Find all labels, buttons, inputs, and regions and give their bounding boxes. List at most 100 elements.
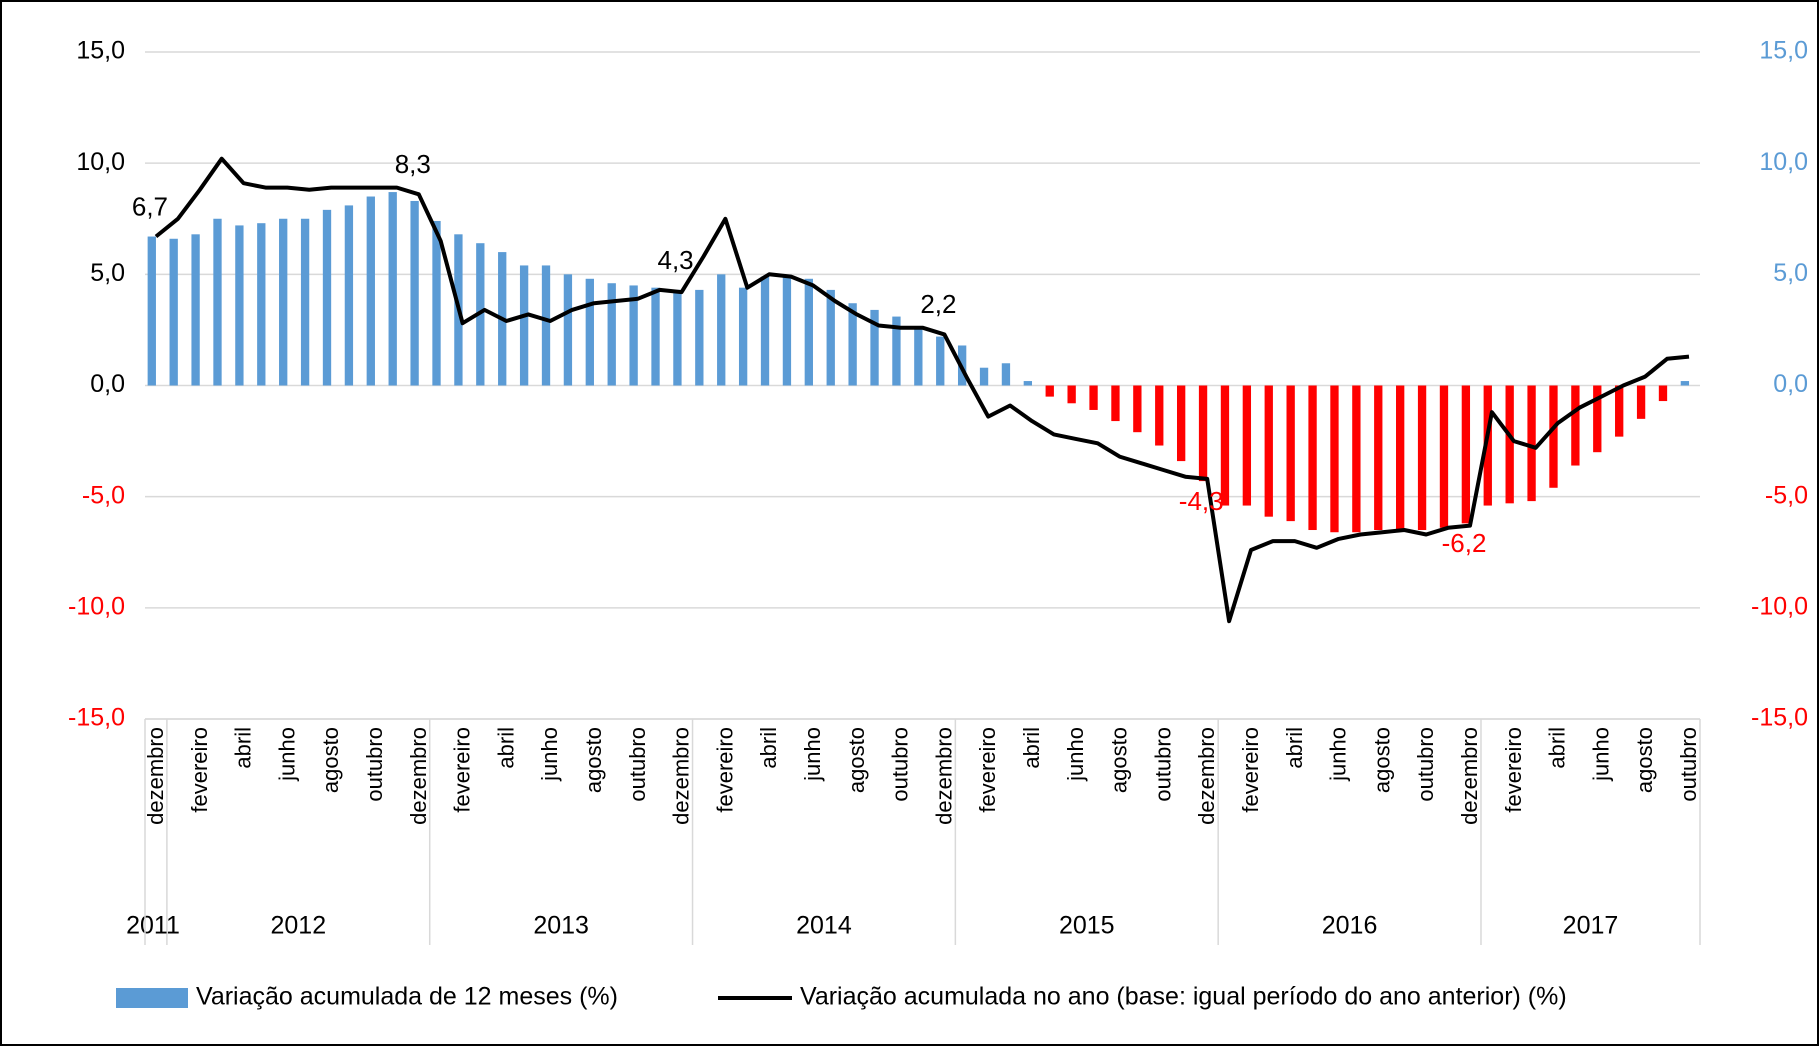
bar bbox=[1111, 385, 1120, 422]
bar bbox=[892, 316, 901, 386]
x-tick-label: junho bbox=[274, 727, 299, 782]
bar bbox=[1242, 385, 1252, 506]
bar bbox=[1680, 381, 1690, 386]
x-tick-label: junho bbox=[1588, 727, 1613, 782]
x-tick-label: abril bbox=[231, 727, 256, 769]
bar bbox=[1417, 385, 1427, 531]
x-tick-label: abril bbox=[756, 727, 781, 769]
bar bbox=[563, 274, 573, 386]
x-tick-label: agosto bbox=[1107, 727, 1132, 793]
x-tick-label: junho bbox=[1326, 727, 1351, 782]
bar bbox=[1352, 385, 1361, 533]
bar bbox=[1374, 385, 1383, 531]
bar bbox=[1571, 385, 1580, 466]
bar bbox=[191, 234, 200, 386]
data-label: 2,2 bbox=[920, 289, 956, 319]
bar bbox=[936, 336, 945, 386]
bar bbox=[673, 289, 682, 386]
bar bbox=[1133, 385, 1142, 433]
x-tick-label: fevereiro bbox=[712, 727, 737, 813]
bar bbox=[235, 225, 244, 386]
bar bbox=[322, 209, 332, 386]
bar bbox=[1593, 385, 1602, 453]
y2-tick-label: 15,0 bbox=[1759, 37, 1808, 65]
bar bbox=[1286, 385, 1295, 522]
bar bbox=[1615, 385, 1624, 437]
year-label: 2017 bbox=[1563, 912, 1619, 940]
x-tick-label: agosto bbox=[1369, 727, 1394, 793]
y-tick-label: 15,0 bbox=[76, 37, 125, 65]
y2-tick-label: 10,0 bbox=[1759, 148, 1808, 176]
bar bbox=[782, 276, 792, 386]
x-tick-label: junho bbox=[800, 727, 825, 782]
bar bbox=[1220, 385, 1230, 506]
year-label: 2016 bbox=[1322, 912, 1378, 940]
bar bbox=[804, 278, 813, 386]
data-label: 6,7 bbox=[132, 191, 168, 221]
bar bbox=[147, 236, 156, 386]
y-tick-label: 10,0 bbox=[76, 148, 125, 176]
x-tick-label: abril bbox=[1545, 727, 1570, 769]
bar bbox=[1636, 385, 1646, 419]
bar bbox=[848, 303, 857, 386]
y2-tick-label: 5,0 bbox=[1773, 259, 1808, 287]
bar bbox=[300, 218, 310, 386]
y-tick-label: -15,0 bbox=[68, 704, 125, 732]
bar bbox=[1198, 385, 1208, 482]
bar bbox=[870, 309, 879, 386]
y2-tick-label: 0,0 bbox=[1773, 370, 1808, 398]
bar bbox=[1527, 385, 1536, 502]
x-tick-label: outubro bbox=[1413, 727, 1438, 802]
x-tick-label: outubro bbox=[1676, 727, 1701, 802]
data-label: -4,3 bbox=[1179, 486, 1224, 516]
bar bbox=[279, 218, 288, 386]
y-tick-label: -10,0 bbox=[68, 592, 125, 620]
bar bbox=[1089, 385, 1098, 410]
data-label: 4,3 bbox=[658, 245, 694, 275]
x-tick-label: agosto bbox=[1632, 727, 1657, 793]
bar bbox=[651, 287, 660, 386]
y-tick-label: 5,0 bbox=[90, 259, 125, 287]
year-label: 2012 bbox=[270, 912, 326, 940]
bar bbox=[388, 192, 397, 386]
x-tick-label: agosto bbox=[581, 727, 606, 793]
bar bbox=[1396, 385, 1405, 531]
bar bbox=[1023, 381, 1033, 386]
bar bbox=[213, 218, 222, 386]
x-tick-label: agosto bbox=[844, 727, 869, 793]
bar bbox=[432, 220, 441, 386]
x-tick-label: fevereiro bbox=[975, 727, 1000, 813]
y-tick-label: -5,0 bbox=[82, 481, 125, 509]
bar bbox=[826, 289, 835, 386]
bar bbox=[695, 289, 704, 386]
x-tick-label: junho bbox=[1063, 727, 1088, 782]
x-tick-label: outubro bbox=[362, 727, 387, 802]
bar bbox=[738, 287, 748, 386]
x-tick-label: dezembro bbox=[1457, 727, 1482, 825]
legend-label: Variação acumulada de 12 meses (%) bbox=[196, 983, 618, 1011]
bar bbox=[169, 238, 178, 386]
bar bbox=[585, 278, 594, 386]
bar bbox=[1330, 385, 1339, 533]
legend-swatch bbox=[116, 988, 188, 1008]
bar bbox=[257, 223, 266, 386]
x-tick-label: dezembro bbox=[669, 727, 694, 825]
x-tick-label: outubro bbox=[625, 727, 650, 802]
year-label: 2015 bbox=[1059, 912, 1115, 940]
y2-tick-label: -10,0 bbox=[1751, 592, 1808, 620]
year-label: 2011 bbox=[126, 912, 180, 940]
bar bbox=[366, 196, 375, 386]
x-tick-label: fevereiro bbox=[1501, 727, 1526, 813]
bar bbox=[607, 283, 616, 386]
bar bbox=[1308, 385, 1317, 531]
x-tick-label: abril bbox=[1282, 727, 1307, 769]
bar bbox=[1461, 385, 1471, 524]
line bbox=[154, 156, 1690, 624]
bar bbox=[914, 327, 923, 386]
bar bbox=[1045, 385, 1054, 397]
y-tick-label: 0,0 bbox=[90, 370, 125, 398]
bar bbox=[541, 265, 551, 386]
year-label: 2014 bbox=[796, 912, 852, 940]
